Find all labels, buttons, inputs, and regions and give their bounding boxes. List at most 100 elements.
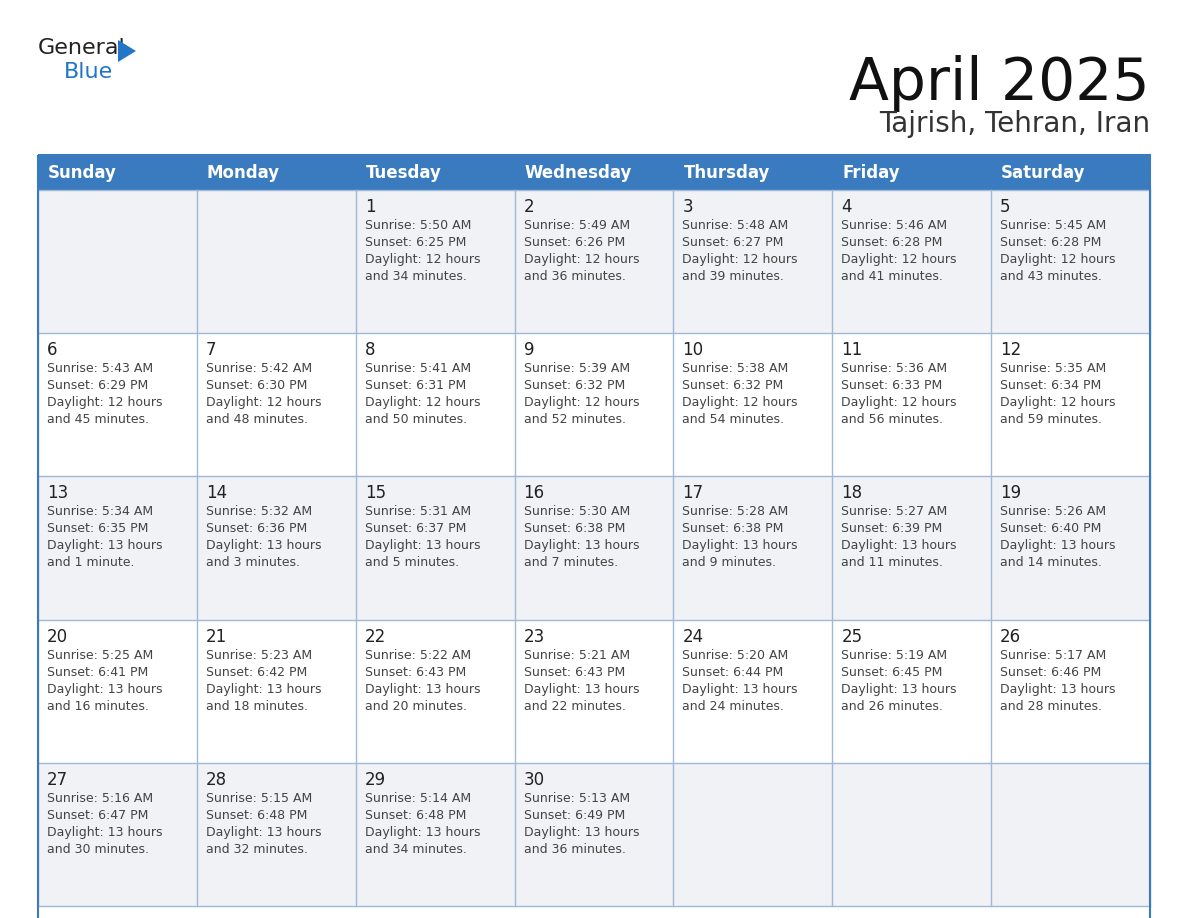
Text: Sunrise: 5:19 AM: Sunrise: 5:19 AM — [841, 649, 947, 662]
Bar — [991, 763, 1150, 906]
Text: Daylight: 13 hours: Daylight: 13 hours — [206, 540, 322, 553]
Text: Daylight: 12 hours: Daylight: 12 hours — [1000, 253, 1116, 266]
Text: 3: 3 — [682, 198, 693, 216]
Text: and 32 minutes.: and 32 minutes. — [206, 843, 308, 856]
Bar — [514, 763, 674, 906]
Text: Blue: Blue — [64, 62, 113, 82]
Text: Sunset: 6:28 PM: Sunset: 6:28 PM — [841, 236, 942, 249]
Text: Daylight: 12 hours: Daylight: 12 hours — [365, 397, 480, 409]
Text: Sunrise: 5:43 AM: Sunrise: 5:43 AM — [48, 363, 153, 375]
Text: and 34 minutes.: and 34 minutes. — [365, 270, 467, 283]
Text: and 26 minutes.: and 26 minutes. — [841, 700, 943, 712]
Text: Sunrise: 5:15 AM: Sunrise: 5:15 AM — [206, 792, 312, 805]
Text: 6: 6 — [48, 341, 57, 359]
Text: Daylight: 13 hours: Daylight: 13 hours — [48, 826, 163, 839]
Bar — [355, 476, 514, 620]
Text: Daylight: 12 hours: Daylight: 12 hours — [1000, 397, 1116, 409]
Bar — [355, 190, 514, 333]
Text: and 45 minutes.: and 45 minutes. — [48, 413, 148, 426]
Text: Daylight: 13 hours: Daylight: 13 hours — [48, 683, 163, 696]
Text: 26: 26 — [1000, 628, 1022, 645]
Text: Sunset: 6:35 PM: Sunset: 6:35 PM — [48, 522, 148, 535]
Text: Sunset: 6:42 PM: Sunset: 6:42 PM — [206, 666, 308, 678]
Text: Sunrise: 5:17 AM: Sunrise: 5:17 AM — [1000, 649, 1106, 662]
Text: 16: 16 — [524, 485, 544, 502]
Text: and 20 minutes.: and 20 minutes. — [365, 700, 467, 712]
Text: 27: 27 — [48, 771, 68, 789]
Text: and 14 minutes.: and 14 minutes. — [1000, 556, 1102, 569]
Bar — [197, 190, 355, 333]
Text: Daylight: 13 hours: Daylight: 13 hours — [206, 826, 322, 839]
Text: Sunrise: 5:41 AM: Sunrise: 5:41 AM — [365, 363, 470, 375]
Bar — [514, 333, 674, 476]
Text: 12: 12 — [1000, 341, 1022, 359]
Text: and 50 minutes.: and 50 minutes. — [365, 413, 467, 426]
Text: Sunrise: 5:39 AM: Sunrise: 5:39 AM — [524, 363, 630, 375]
Text: Sunrise: 5:16 AM: Sunrise: 5:16 AM — [48, 792, 153, 805]
Text: Sunset: 6:31 PM: Sunset: 6:31 PM — [365, 379, 466, 392]
Text: Daylight: 13 hours: Daylight: 13 hours — [1000, 540, 1116, 553]
Text: Sunrise: 5:27 AM: Sunrise: 5:27 AM — [841, 506, 948, 519]
Text: Sunset: 6:48 PM: Sunset: 6:48 PM — [206, 809, 308, 822]
Text: and 11 minutes.: and 11 minutes. — [841, 556, 943, 569]
Text: Sunset: 6:28 PM: Sunset: 6:28 PM — [1000, 236, 1101, 249]
Text: Sunset: 6:32 PM: Sunset: 6:32 PM — [524, 379, 625, 392]
Text: Daylight: 13 hours: Daylight: 13 hours — [365, 683, 480, 696]
Text: 11: 11 — [841, 341, 862, 359]
Text: and 3 minutes.: and 3 minutes. — [206, 556, 299, 569]
Text: Daylight: 13 hours: Daylight: 13 hours — [682, 540, 798, 553]
Text: Sunset: 6:46 PM: Sunset: 6:46 PM — [1000, 666, 1101, 678]
Text: Sunrise: 5:22 AM: Sunrise: 5:22 AM — [365, 649, 470, 662]
Bar — [38, 155, 1150, 190]
Text: Monday: Monday — [207, 163, 280, 182]
Text: 21: 21 — [206, 628, 227, 645]
Text: 4: 4 — [841, 198, 852, 216]
Bar — [38, 476, 197, 620]
Text: and 36 minutes.: and 36 minutes. — [524, 843, 625, 856]
Text: 24: 24 — [682, 628, 703, 645]
Text: and 36 minutes.: and 36 minutes. — [524, 270, 625, 283]
Polygon shape — [118, 40, 135, 62]
Bar — [38, 155, 1150, 918]
Text: 10: 10 — [682, 341, 703, 359]
Text: Sunset: 6:40 PM: Sunset: 6:40 PM — [1000, 522, 1101, 535]
Text: Daylight: 12 hours: Daylight: 12 hours — [524, 397, 639, 409]
Text: 30: 30 — [524, 771, 544, 789]
Text: 5: 5 — [1000, 198, 1011, 216]
Text: Sunrise: 5:49 AM: Sunrise: 5:49 AM — [524, 219, 630, 232]
Text: Sunset: 6:48 PM: Sunset: 6:48 PM — [365, 809, 466, 822]
Text: 1: 1 — [365, 198, 375, 216]
Text: Sunset: 6:38 PM: Sunset: 6:38 PM — [682, 522, 784, 535]
Text: Tajrish, Tehran, Iran: Tajrish, Tehran, Iran — [879, 110, 1150, 138]
Text: Thursday: Thursday — [683, 163, 770, 182]
Text: Sunrise: 5:36 AM: Sunrise: 5:36 AM — [841, 363, 947, 375]
Text: Daylight: 12 hours: Daylight: 12 hours — [682, 253, 798, 266]
Text: Sunset: 6:30 PM: Sunset: 6:30 PM — [206, 379, 308, 392]
Text: 2: 2 — [524, 198, 535, 216]
Text: Daylight: 13 hours: Daylight: 13 hours — [365, 826, 480, 839]
Bar — [197, 333, 355, 476]
Text: Daylight: 13 hours: Daylight: 13 hours — [841, 540, 956, 553]
Text: 8: 8 — [365, 341, 375, 359]
Text: and 24 minutes.: and 24 minutes. — [682, 700, 784, 712]
Bar — [833, 333, 991, 476]
Bar — [833, 763, 991, 906]
Bar — [991, 190, 1150, 333]
Bar — [991, 620, 1150, 763]
Text: Daylight: 12 hours: Daylight: 12 hours — [682, 397, 798, 409]
Text: Sunset: 6:49 PM: Sunset: 6:49 PM — [524, 809, 625, 822]
Text: and 52 minutes.: and 52 minutes. — [524, 413, 626, 426]
Bar — [833, 476, 991, 620]
Text: and 9 minutes.: and 9 minutes. — [682, 556, 777, 569]
Text: Tuesday: Tuesday — [366, 163, 442, 182]
Bar — [514, 476, 674, 620]
Text: Daylight: 12 hours: Daylight: 12 hours — [524, 253, 639, 266]
Bar — [197, 620, 355, 763]
Text: Daylight: 13 hours: Daylight: 13 hours — [682, 683, 798, 696]
Text: Sunrise: 5:30 AM: Sunrise: 5:30 AM — [524, 506, 630, 519]
Text: 13: 13 — [48, 485, 68, 502]
Bar — [355, 620, 514, 763]
Bar — [674, 620, 833, 763]
Text: Sunrise: 5:46 AM: Sunrise: 5:46 AM — [841, 219, 947, 232]
Bar — [355, 333, 514, 476]
